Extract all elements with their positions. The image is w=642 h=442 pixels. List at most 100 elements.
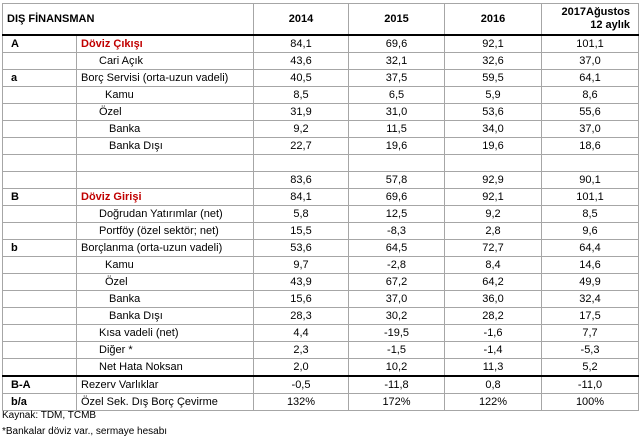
cell-value: 32,6 — [444, 52, 543, 70]
row-code: A — [2, 34, 77, 53]
cell-value: 17,5 — [541, 307, 640, 325]
cell-value: 43,9 — [253, 273, 350, 291]
table-row: Doğrudan Yatırımlar (net) 5,8 12,5 9,2 8,5 — [2, 205, 640, 223]
cell-value: 2,3 — [253, 341, 350, 359]
column-header-2016: 2016 — [444, 3, 543, 36]
cell-value: 9,2 — [444, 205, 543, 223]
table-row: Kamu 9,7 -2,8 8,4 14,6 — [2, 256, 640, 274]
row-code — [2, 307, 77, 325]
cell-value: 6,5 — [348, 86, 446, 104]
cell-value: 19,6 — [348, 137, 446, 155]
cell-value: 100% — [541, 393, 640, 411]
cell-value: 37,0 — [348, 290, 446, 308]
cell-value: -8,3 — [348, 222, 446, 240]
table-row: Özel 31,9 31,0 53,6 55,6 — [2, 103, 640, 121]
cell-value: 2,8 — [444, 222, 543, 240]
cell-value: 172% — [348, 393, 446, 411]
row-label: Kısa vadeli (net) — [75, 324, 255, 342]
row-label: Borç Servisi (orta-uzun vadeli) — [75, 69, 255, 87]
cell-value: -0,5 — [253, 375, 350, 394]
cell-value: 22,7 — [253, 137, 350, 155]
cell-value: 5,8 — [253, 205, 350, 223]
cell-value: 57,8 — [348, 171, 446, 189]
external-financing-table: DIŞ FİNANSMAN 2014 2015 2016 2017Ağustos… — [1, 3, 640, 411]
cell-value: 11,5 — [348, 120, 446, 138]
table-row: Banka 9,2 11,5 34,0 37,0 — [2, 120, 640, 138]
row-code: a — [2, 69, 77, 87]
row-code — [2, 103, 77, 121]
cell-value: 30,2 — [348, 307, 446, 325]
footnotes: Kaynak: TDM, TCMB *Bankalar döviz var., … — [2, 408, 167, 440]
cell-value: 9,2 — [253, 120, 350, 138]
column-header-2014: 2014 — [253, 3, 350, 36]
table-row: Banka Dışı 28,3 30,2 28,2 17,5 — [2, 307, 640, 325]
cell-value: 15,5 — [253, 222, 350, 240]
column-header-2017: 2017Ağustos 12 aylık — [541, 3, 640, 36]
cell-value: 64,1 — [541, 69, 640, 87]
row-code — [2, 324, 77, 342]
cell-value: 83,6 — [253, 171, 350, 189]
row-code — [2, 205, 77, 223]
cell-value — [444, 154, 543, 172]
row-code — [2, 154, 77, 172]
cell-value: 34,0 — [444, 120, 543, 138]
row-label: Doğrudan Yatırımlar (net) — [75, 205, 255, 223]
row-label: Portföy (özel sektör; net) — [75, 222, 255, 240]
cell-value: 28,3 — [253, 307, 350, 325]
cell-value: -1,6 — [444, 324, 543, 342]
table-row — [2, 154, 640, 172]
cell-value: 32,1 — [348, 52, 446, 70]
cell-value: 9,6 — [541, 222, 640, 240]
cell-value: 9,7 — [253, 256, 350, 274]
cell-value: -2,8 — [348, 256, 446, 274]
row-label: Cari Açık — [75, 52, 255, 70]
cell-value: -11,8 — [348, 375, 446, 394]
cell-value: 8,5 — [253, 86, 350, 104]
cell-value: 132% — [253, 393, 350, 411]
cell-value: 92,1 — [444, 34, 543, 53]
cell-value: 12,5 — [348, 205, 446, 223]
table-row: b/a Özel Sek. Dış Borç Çevirme 132% 172% 122… — [2, 393, 640, 411]
row-label: Özel — [75, 273, 255, 291]
column-header-2015: 2015 — [348, 3, 446, 36]
cell-value: 43,6 — [253, 52, 350, 70]
cell-value: 4,4 — [253, 324, 350, 342]
cell-value: 84,1 — [253, 188, 350, 206]
row-label: Diğer * — [75, 341, 255, 359]
row-code — [2, 137, 77, 155]
cell-value: -5,3 — [541, 341, 640, 359]
row-code — [2, 358, 77, 377]
cell-value: 8,6 — [541, 86, 640, 104]
cell-value: 8,5 — [541, 205, 640, 223]
cell-value: 5,9 — [444, 86, 543, 104]
table-row: b Borçlanma (orta-uzun vadeli) 53,6 64,5 72,… — [2, 239, 640, 257]
row-label: Rezerv Varlıklar — [75, 375, 255, 394]
cell-value — [541, 154, 640, 172]
cell-value — [348, 154, 446, 172]
column-header-2017-line2: 12 aylık — [590, 19, 631, 31]
table-row: Net Hata Noksan 2,0 10,2 11,3 5,2 — [2, 358, 640, 377]
cell-value: 72,7 — [444, 239, 543, 257]
row-code — [2, 273, 77, 291]
cell-value: 19,6 — [444, 137, 543, 155]
cell-value: 36,0 — [444, 290, 543, 308]
row-label: Döviz Girişi — [75, 188, 255, 206]
cell-value: 101,1 — [541, 188, 640, 206]
asterisk-note: *Bankalar döviz var., sermaye hesabı — [2, 426, 168, 437]
cell-value: 69,6 — [348, 34, 446, 53]
row-code: b/a — [2, 393, 77, 411]
cell-value: -1,5 — [348, 341, 446, 359]
cell-value: 40,5 — [253, 69, 350, 87]
cell-value: -1,4 — [444, 341, 543, 359]
row-label: Borçlanma (orta-uzun vadeli) — [75, 239, 255, 257]
cell-value — [253, 154, 350, 172]
table-row: Banka Dışı 22,7 19,6 19,6 18,6 — [2, 137, 640, 155]
cell-value: 64,5 — [348, 239, 446, 257]
cell-value: 64,4 — [541, 239, 640, 257]
cell-value: 5,2 — [541, 358, 640, 377]
cell-value: 69,6 — [348, 188, 446, 206]
table-row: Portföy (özel sektör; net) 15,5 -8,3 2,8 9,6 — [2, 222, 640, 240]
cell-value: 53,6 — [253, 239, 350, 257]
row-code — [2, 222, 77, 240]
cell-value: 37,5 — [348, 69, 446, 87]
